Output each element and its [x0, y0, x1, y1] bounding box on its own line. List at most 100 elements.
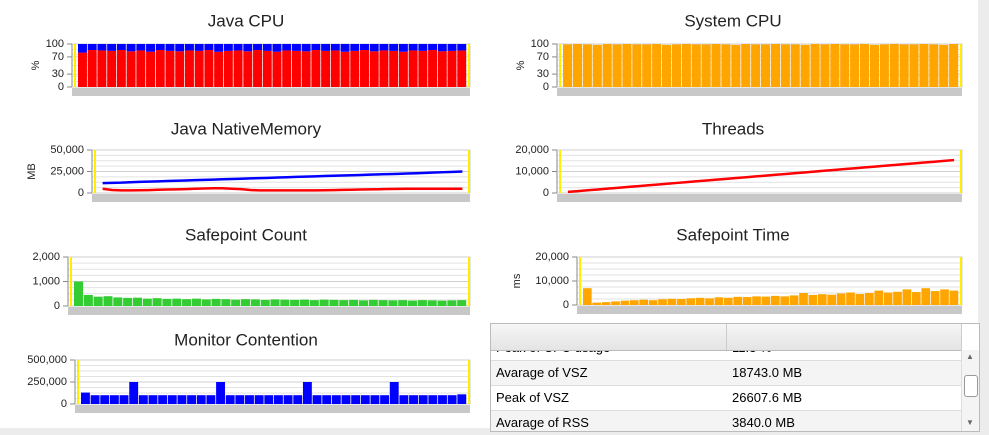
bar	[780, 44, 790, 87]
bar	[81, 392, 90, 404]
bar	[201, 299, 211, 306]
bar	[264, 395, 274, 404]
bar	[223, 50, 233, 87]
bar	[427, 300, 437, 306]
bar	[457, 44, 467, 51]
bar	[301, 44, 311, 52]
chart-title: Safepoint Time	[676, 225, 789, 244]
bar	[253, 44, 262, 51]
bar	[428, 50, 438, 87]
bar	[235, 395, 245, 404]
y-tick-label: 2,000	[32, 251, 60, 263]
bar	[74, 281, 84, 306]
bar	[142, 298, 152, 306]
bar	[349, 299, 359, 306]
bar	[929, 44, 939, 87]
bar	[780, 296, 790, 305]
table-row[interactable]: Avarage of VSZ 18743.0 MB	[491, 361, 961, 386]
bar	[800, 44, 810, 87]
bar	[379, 44, 389, 51]
bar	[667, 298, 677, 305]
bar	[583, 288, 592, 305]
y-tick-label: 10,000	[535, 275, 569, 287]
bar	[274, 395, 283, 404]
bar	[909, 44, 919, 87]
bar	[293, 395, 303, 404]
chart-title: Monitor Contention	[174, 330, 318, 349]
y-tick-label: 50,000	[50, 144, 84, 156]
label-cell: Avarage of VSZ	[496, 365, 588, 380]
bar	[175, 51, 185, 87]
bar	[136, 50, 146, 87]
bar	[97, 50, 107, 87]
label-cell: Avarage of RSS	[496, 415, 589, 430]
bar	[155, 50, 165, 87]
y-tick-label: 0	[58, 81, 64, 93]
series-line	[102, 187, 463, 192]
bar	[711, 44, 721, 87]
bar	[340, 51, 350, 87]
bar	[204, 50, 214, 87]
bar	[883, 292, 893, 305]
bar	[290, 299, 300, 306]
bar	[196, 395, 206, 404]
bar	[582, 44, 592, 87]
bar	[899, 44, 909, 87]
bar	[78, 52, 87, 87]
bar	[930, 291, 940, 305]
bar	[126, 44, 136, 52]
bar	[658, 299, 667, 305]
series-line	[102, 170, 463, 185]
bar	[437, 44, 447, 52]
bar	[677, 299, 686, 305]
table-row[interactable]: Peak of VSZ 26607.6 MB	[491, 386, 961, 411]
bar	[282, 50, 292, 87]
bar	[260, 299, 270, 306]
bar	[331, 395, 341, 404]
value-cell: 18743.0 MB	[732, 365, 803, 380]
bar	[369, 51, 379, 87]
bar	[733, 296, 743, 305]
bar	[865, 293, 874, 305]
bar	[194, 50, 204, 87]
bar	[123, 297, 133, 306]
y-tick-label: 0	[61, 398, 67, 410]
y-tick-label: 100	[531, 38, 549, 50]
bar	[438, 395, 447, 404]
bar	[855, 293, 865, 305]
bar	[810, 44, 820, 87]
bar	[770, 44, 781, 87]
bar	[97, 44, 107, 51]
bar	[184, 44, 194, 51]
bar	[214, 44, 224, 52]
bar	[136, 44, 146, 51]
bar	[724, 297, 733, 305]
x-scroll	[557, 194, 962, 202]
bar	[940, 289, 949, 305]
bar	[447, 300, 457, 306]
bar	[299, 299, 310, 306]
bar	[283, 395, 293, 404]
bar	[311, 50, 321, 87]
bar	[83, 294, 93, 306]
bar	[398, 44, 408, 52]
bar	[243, 44, 253, 52]
table-row[interactable]: Avarage of RSS 3840.0 MB	[491, 411, 961, 431]
bar	[350, 50, 360, 87]
bar	[850, 44, 860, 87]
bar	[820, 44, 830, 87]
bar	[360, 44, 369, 51]
scrollbar[interactable]: ▲ ▼	[961, 350, 979, 431]
bar	[418, 395, 428, 404]
bar	[90, 395, 100, 404]
bar	[206, 395, 216, 404]
bar	[351, 395, 361, 404]
bar	[116, 50, 126, 87]
bar	[138, 395, 148, 404]
bar	[146, 44, 156, 52]
bar	[840, 44, 850, 87]
bar	[223, 44, 233, 51]
bar	[182, 299, 192, 306]
y-axis-label: ms	[511, 273, 523, 288]
